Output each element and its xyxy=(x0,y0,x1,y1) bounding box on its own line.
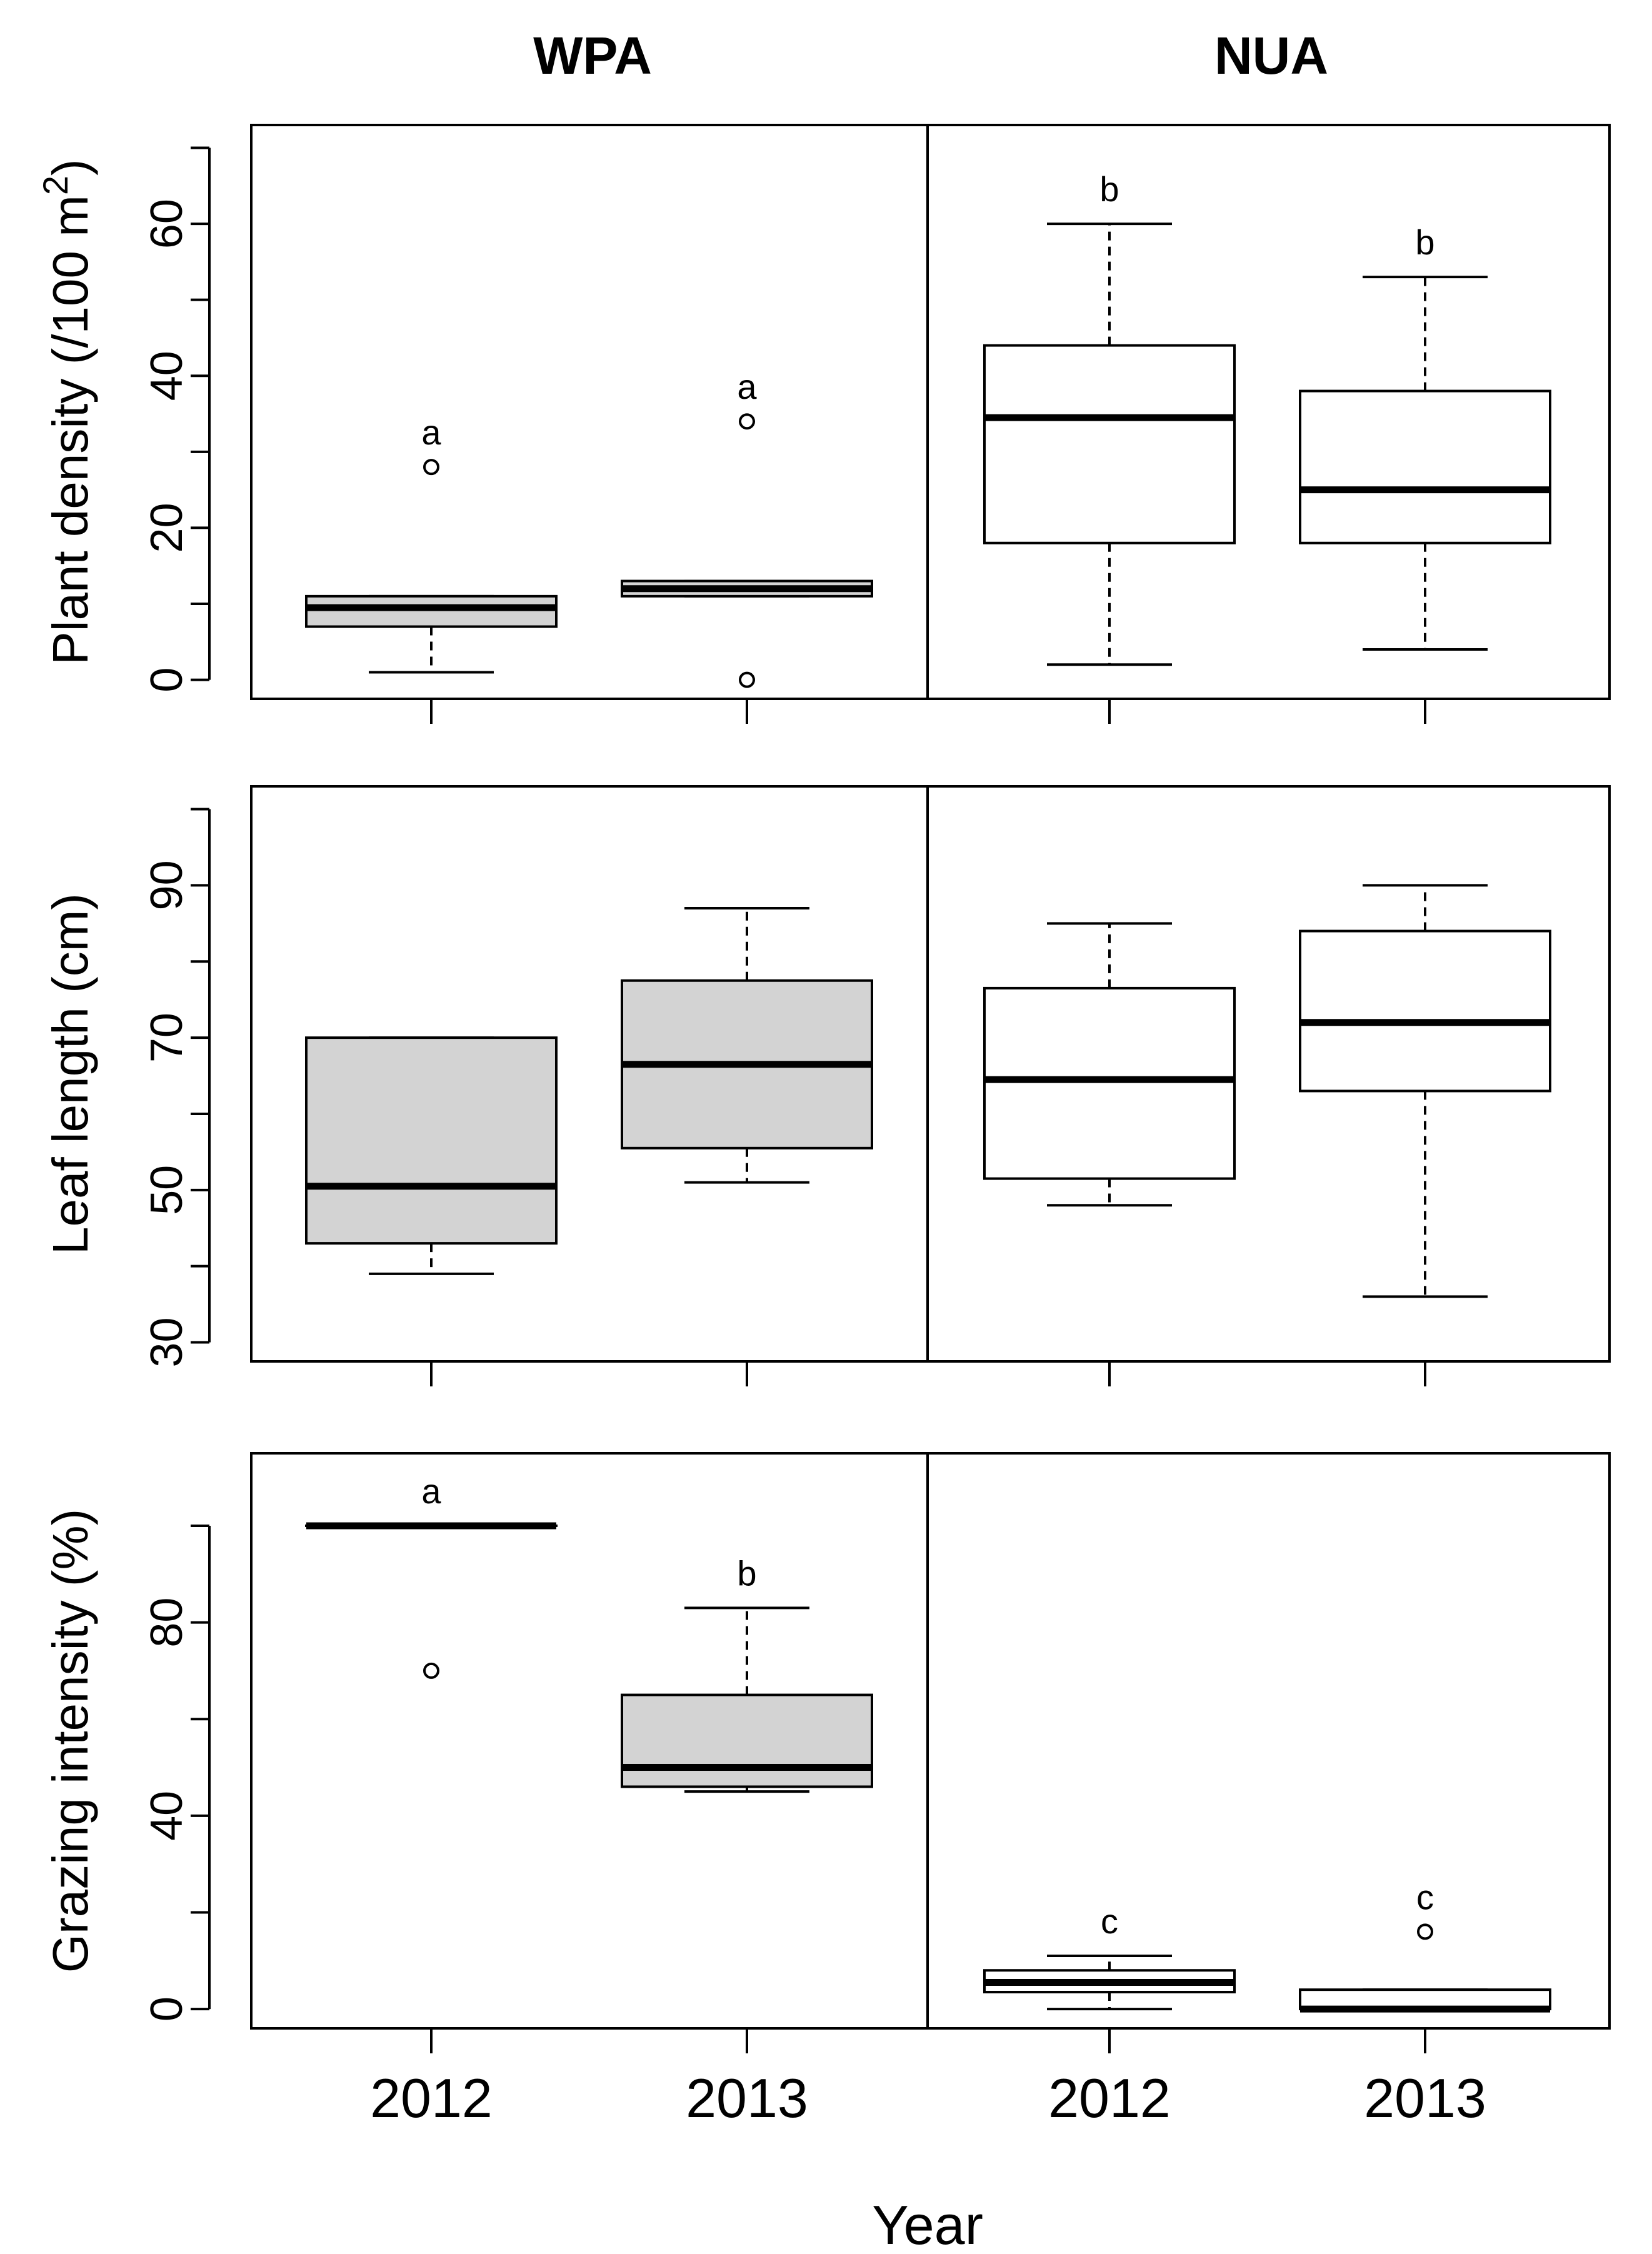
y-tick-label: 70 xyxy=(142,1013,192,1063)
y-tick-label: 20 xyxy=(142,503,192,553)
significance-letter: b xyxy=(1415,223,1434,262)
box-wpa-2013: a xyxy=(621,367,873,688)
box-nua-2013: b xyxy=(1299,223,1551,651)
panel-frame xyxy=(250,1452,1611,2030)
significance-letter: c xyxy=(1101,1901,1118,1941)
box-wpa-2012 xyxy=(305,1036,558,1275)
outlier-point xyxy=(1417,1923,1433,1940)
y-tick-label: 0 xyxy=(142,1996,192,2021)
y-tick-label: 40 xyxy=(142,351,192,401)
y-tick-label: 50 xyxy=(142,1165,192,1215)
box-wpa-2012: a xyxy=(305,1471,558,1679)
y-tick-label: 30 xyxy=(142,1317,192,1367)
iqr-box xyxy=(983,344,1236,544)
x-tick-label: 2012 xyxy=(370,2067,493,2129)
y-tick-label: 90 xyxy=(142,860,192,910)
panel-frame xyxy=(250,124,1611,700)
outlier-point xyxy=(423,459,439,476)
box-nua-2012: c xyxy=(983,1901,1236,2011)
significance-letter: a xyxy=(421,413,441,452)
significance-letter: a xyxy=(737,367,757,406)
iqr-box xyxy=(1299,389,1551,544)
panel-2: 30 50 70 90 Leaf length (cm) xyxy=(43,785,1611,1386)
iqr-box xyxy=(1299,929,1551,1093)
iqr-box xyxy=(983,986,1236,1180)
y-tick-label: 40 xyxy=(142,1791,192,1841)
significance-letter: b xyxy=(737,1553,756,1593)
x-axis-label: Year xyxy=(872,2194,983,2254)
significance-letter: c xyxy=(1416,1877,1434,1916)
y-axis-label: Leaf length (cm) xyxy=(43,893,98,1255)
panel-3: 0 40 80 Grazing intensity (%) a b c c xyxy=(43,1452,1611,2053)
panel-1: 0 20 40 60 Plant density (/100 m2) a a b b xyxy=(36,124,1611,724)
iqr-box xyxy=(305,594,558,628)
y-tick-label: 80 xyxy=(142,1598,192,1648)
outlier-point xyxy=(739,413,755,430)
outlier-point xyxy=(423,1662,439,1679)
box-nua-2013: c xyxy=(1299,1877,1551,2013)
group-title-nua: NUA xyxy=(1214,26,1328,85)
box-nua-2013 xyxy=(1299,884,1551,1298)
panel-frame xyxy=(250,785,1611,1363)
box-wpa-2013 xyxy=(621,906,873,1184)
box-nua-2012: b xyxy=(983,169,1236,666)
box-wpa-2012: a xyxy=(305,413,558,674)
significance-letter: a xyxy=(421,1471,441,1511)
y-tick-label: 60 xyxy=(142,199,192,249)
panels-layer: 0 20 40 60 Plant density (/100 m2) a a b b 30 50 70… xyxy=(36,124,1611,2129)
box-wpa-2013: b xyxy=(621,1553,873,1793)
box-nua-2012 xyxy=(983,922,1236,1207)
outlier-point xyxy=(739,671,755,688)
x-tick-label: 2013 xyxy=(1364,2067,1486,2129)
significance-letter: b xyxy=(1099,169,1119,209)
y-axis-label: Plant density (/100 m2) xyxy=(36,159,98,664)
group-title-wpa: WPA xyxy=(533,26,652,85)
x-tick-label: 2012 xyxy=(1048,2067,1171,2129)
iqr-box xyxy=(621,1693,873,1788)
iqr-box xyxy=(305,1036,558,1245)
y-axis-label: Grazing intensity (%) xyxy=(43,1509,98,1973)
y-tick-label: 0 xyxy=(142,668,192,693)
x-tick-label: 2013 xyxy=(686,2067,808,2129)
